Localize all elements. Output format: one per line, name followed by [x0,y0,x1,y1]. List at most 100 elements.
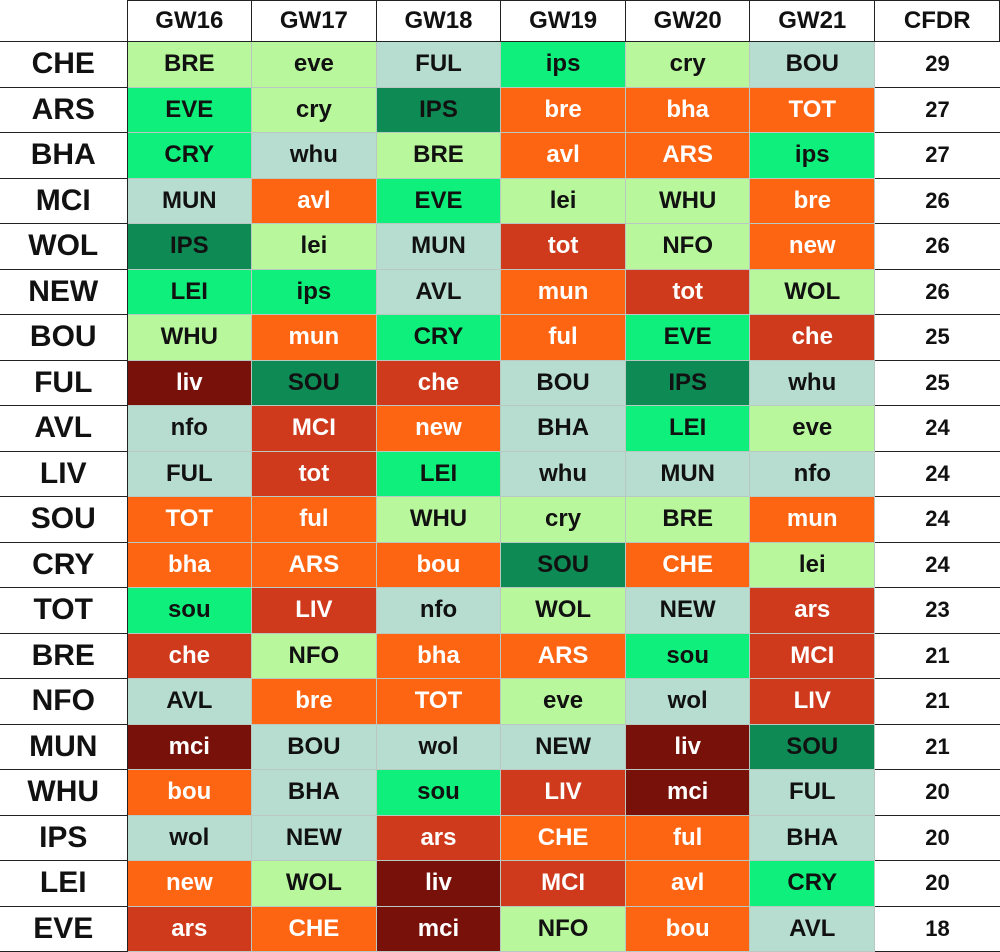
team-name-cell: CRY [0,541,128,588]
team-name-cell: ARS [0,86,128,133]
column-header-gw16: GW16 [126,0,253,42]
fixture-cell: AVL [375,268,502,315]
fixture-cell: ful [251,496,377,543]
fixture-cell: wol [375,723,502,770]
fixture-cell: NEW [624,587,751,634]
fixture-cell: cry [624,41,751,88]
table-row: CRY bha ARS bou SOU CHE lei 24 [0,541,1000,588]
fixture-cell: bha [375,632,502,679]
fixture-cell: BRE [126,41,253,88]
team-name-cell: EVE [0,905,128,952]
fixture-cell: EVE [126,86,253,133]
fixture-cell: ips [500,41,626,88]
table-row: WOL IPS lei MUN tot NFO new 26 [0,223,1000,270]
fixture-cell: EVE [624,314,751,361]
fixture-cell: CHE [624,541,751,588]
fixture-cell: eve [251,41,377,88]
fixture-cell: cry [500,496,626,543]
fixture-cell: eve [749,405,876,452]
cfdr-value-cell: 25 [874,314,1000,361]
fixture-cell: sou [624,632,751,679]
cfdr-value-cell: 27 [874,132,1000,179]
fixture-cell: MUN [624,450,751,497]
fixture-cell: NFO [251,632,377,679]
fixture-cell: NEW [251,814,377,861]
table-row: NFO AVL bre TOT eve wol LIV 21 [0,678,1000,725]
fixture-cell: avl [624,860,751,907]
team-name-cell: LIV [0,450,128,497]
team-name-cell: CHE [0,41,128,88]
cfdr-value-cell: 24 [874,450,1000,497]
fixture-cell: ips [749,132,876,179]
fixture-cell: NFO [500,905,626,952]
table-row: FUL liv SOU che BOU IPS whu 25 [0,359,1000,406]
cfdr-value-cell: 21 [874,632,1000,679]
fixture-cell: SOU [749,723,876,770]
header-row: GW16 GW17 GW18 GW19 GW20 GW21 CFDR [0,0,1000,42]
fixture-cell: IPS [375,86,502,133]
cfdr-value-cell: 20 [874,860,1000,907]
fixture-cell: mun [251,314,377,361]
team-name-cell: MCI [0,177,128,224]
table-row: BRE che NFO bha ARS sou MCI 21 [0,632,1000,679]
fixture-cell: lei [251,223,377,270]
cfdr-value-cell: 26 [874,223,1000,270]
fixture-cell: new [749,223,876,270]
fixture-cell: avl [500,132,626,179]
fixture-cell: CHE [251,905,377,952]
fixture-cell: tot [251,450,377,497]
fixture-cell: WHU [375,496,502,543]
fixture-cell: LIV [749,678,876,725]
fixture-cell: BRE [624,496,751,543]
fixture-cell: IPS [624,359,751,406]
fixture-cell: IPS [126,223,253,270]
fixture-cell: BRE [375,132,502,179]
fixture-cell: AVL [126,678,253,725]
fixture-cell: WHU [624,177,751,224]
team-name-cell: FUL [0,359,128,406]
cfdr-value-cell: 24 [874,496,1000,543]
fixture-cell: liv [126,359,253,406]
table-row: NEW LEI ips AVL mun tot WOL 26 [0,268,1000,315]
column-header-gw18: GW18 [375,0,502,42]
fixture-cell: che [749,314,876,361]
column-header-cfdr: CFDR [874,0,1000,42]
fixture-cell: bou [624,905,751,952]
fixture-cell: LEI [375,450,502,497]
fixture-cell: new [126,860,253,907]
table-row: LEI new WOL liv MCI avl CRY 20 [0,860,1000,907]
fixture-cell: ARS [624,132,751,179]
fixture-cell: tot [500,223,626,270]
team-name-cell: BOU [0,314,128,361]
fixture-cell: liv [624,723,751,770]
fixture-cell: BHA [251,769,377,816]
fixture-cell: bou [375,541,502,588]
fixture-cell: whu [749,359,876,406]
cfdr-value-cell: 29 [874,41,1000,88]
team-name-cell: AVL [0,405,128,452]
fixture-cell: FUL [126,450,253,497]
fixture-cell: mci [624,769,751,816]
fixture-cell: WOL [749,268,876,315]
fixture-cell: WOL [500,587,626,634]
column-header-gw19: GW19 [500,0,626,42]
cfdr-value-cell: 18 [874,905,1000,952]
fixture-cell: bre [251,678,377,725]
cfdr-value-cell: 26 [874,268,1000,315]
table-row: TOT sou LIV nfo WOL NEW ars 23 [0,587,1000,634]
fixture-cell: BOU [251,723,377,770]
fixture-cell: CRY [375,314,502,361]
team-name-cell: MUN [0,723,128,770]
fixture-cell: ars [749,587,876,634]
cfdr-value-cell: 21 [874,723,1000,770]
table-row: SOU TOT ful WHU cry BRE mun 24 [0,496,1000,543]
fixture-cell: BHA [749,814,876,861]
fixture-cell: ars [126,905,253,952]
cfdr-value-cell: 21 [874,678,1000,725]
fixture-cell: ARS [500,632,626,679]
fixture-cell: MCI [749,632,876,679]
fixture-cell: LIV [500,769,626,816]
fixture-cell: CRY [749,860,876,907]
fixture-cell: MCI [251,405,377,452]
fixture-cell: bha [624,86,751,133]
